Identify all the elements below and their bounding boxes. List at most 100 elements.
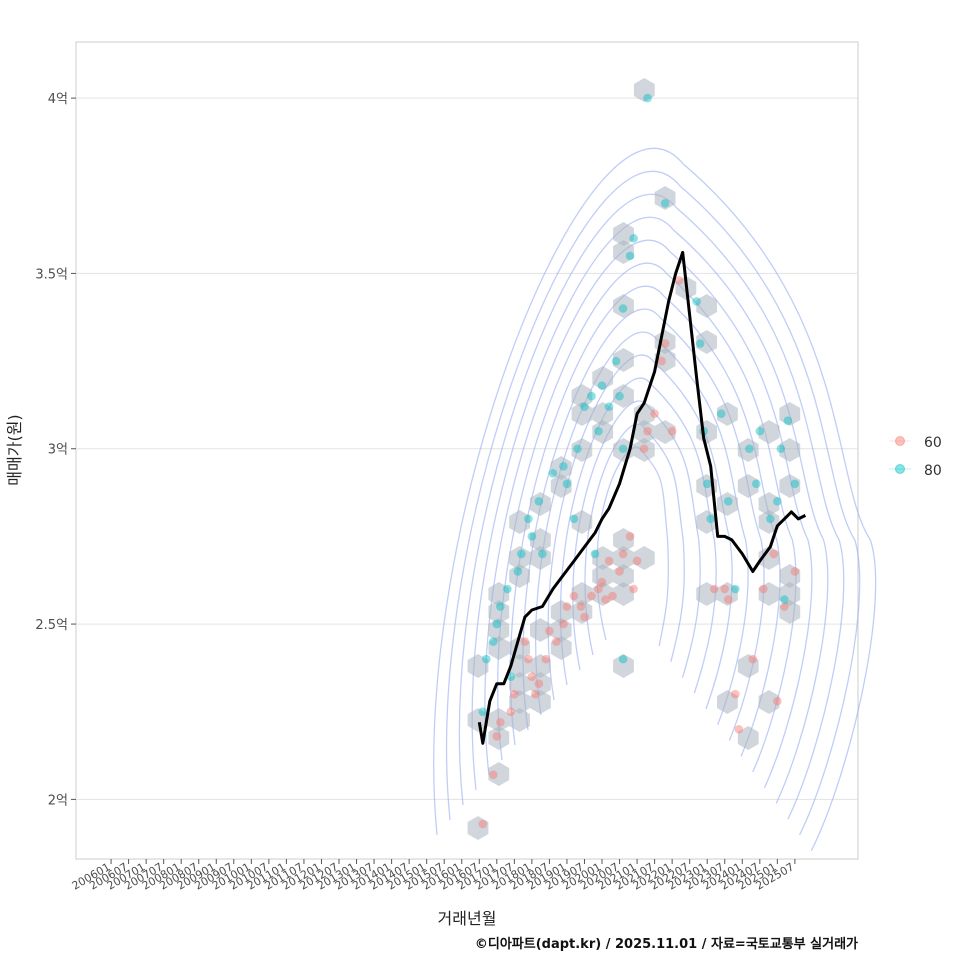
hex-bin — [654, 348, 676, 372]
point-80 — [569, 514, 579, 524]
hex-bin — [717, 690, 738, 714]
point-60 — [594, 584, 603, 594]
hex-bin — [530, 492, 551, 516]
hex-bin — [613, 654, 634, 678]
hex-bin — [509, 654, 530, 678]
point-60 — [790, 567, 800, 576]
legend-label-60: 60 — [924, 435, 942, 451]
point-60 — [720, 584, 730, 594]
point-60 — [660, 339, 670, 348]
hex-bin — [467, 654, 489, 678]
point-60 — [643, 426, 652, 436]
hex-bin — [613, 348, 634, 372]
hex-bin — [737, 438, 759, 462]
hex-bin — [654, 420, 676, 444]
hex-bin — [530, 546, 551, 570]
point-60 — [730, 689, 740, 699]
legend-marker-60 — [895, 436, 905, 446]
hex-bin — [779, 438, 801, 462]
point-80 — [643, 93, 652, 103]
y-tick-label: 3억 — [48, 443, 68, 458]
hex-bin — [779, 474, 801, 498]
legend-label-80: 80 — [924, 463, 942, 479]
y-axis-ticks: 2억 2.5억 3억 3.5억 4억 — [35, 92, 76, 808]
hex-bin — [592, 402, 614, 426]
source-caption: ©디아파트(dapt.kr) / 2025.11.01 / 자료=국토교통부 실… — [474, 937, 858, 952]
hex-bin — [758, 420, 780, 444]
point-60 — [674, 276, 684, 285]
hex-bin — [779, 600, 801, 624]
point-80 — [776, 444, 786, 454]
point-80 — [492, 619, 502, 629]
hex-bin — [613, 294, 634, 318]
y-tick-label: 2.5억 — [35, 618, 68, 633]
point-60 — [769, 549, 779, 559]
y-axis-title: 매매가(원) — [5, 414, 24, 485]
point-80 — [604, 402, 614, 411]
point-60 — [562, 602, 572, 611]
plot-panel — [75, 41, 859, 860]
hex-bin — [509, 510, 530, 534]
hex-bin — [550, 600, 572, 624]
point-60 — [580, 612, 589, 622]
hex-bin — [530, 654, 551, 678]
hex-bin — [696, 510, 717, 534]
point-60 — [524, 654, 533, 664]
hex-bin — [613, 546, 634, 570]
hex-bin — [571, 600, 593, 624]
hex-bin — [696, 294, 717, 318]
point-80 — [503, 584, 512, 594]
hex-bin — [509, 672, 530, 696]
hex-bin — [633, 438, 655, 462]
hex-bin — [717, 402, 738, 426]
hex-bin — [592, 366, 614, 390]
point-80 — [611, 356, 621, 366]
point-60 — [709, 584, 719, 594]
point-60 — [559, 619, 568, 629]
point-60 — [625, 532, 635, 541]
point-60 — [780, 602, 789, 611]
hex-bin — [779, 402, 801, 426]
density-contour — [559, 377, 717, 694]
x-axis-title: 거래년월 — [438, 909, 497, 928]
hex-bin — [613, 528, 634, 552]
point-80 — [730, 584, 740, 594]
point-80 — [524, 514, 533, 524]
hex-bin — [592, 564, 614, 588]
hex-bin — [613, 582, 634, 606]
density-contour — [509, 285, 781, 757]
hex-bin — [737, 654, 759, 678]
point-60 — [527, 672, 537, 681]
point-60 — [552, 637, 561, 646]
density-contour — [522, 308, 765, 741]
hex-bin — [571, 402, 593, 426]
point-80 — [618, 444, 628, 454]
hex-bin — [488, 708, 510, 732]
hex-bin — [571, 438, 593, 462]
hex-bin — [509, 690, 530, 714]
point-80 — [625, 251, 635, 261]
point-80 — [597, 381, 607, 390]
point-80 — [527, 532, 537, 541]
point-80 — [615, 391, 624, 401]
hex-bin — [530, 528, 551, 552]
hex-bin — [758, 582, 780, 606]
hex-bin — [592, 546, 614, 570]
point-80 — [513, 567, 523, 576]
point-60 — [489, 770, 498, 780]
point-60 — [618, 549, 628, 559]
point-60 — [723, 595, 733, 604]
point-60 — [520, 637, 530, 646]
point-80 — [534, 497, 544, 506]
hex-bin — [717, 492, 738, 516]
hex-bin — [592, 420, 614, 444]
point-80 — [517, 549, 526, 559]
point-80 — [580, 402, 589, 411]
point-60 — [667, 426, 677, 436]
point-80 — [618, 654, 628, 664]
hex-bin — [550, 474, 572, 498]
hex-bin — [696, 582, 717, 606]
hex-bin — [613, 384, 634, 408]
hex-bin — [467, 816, 489, 840]
